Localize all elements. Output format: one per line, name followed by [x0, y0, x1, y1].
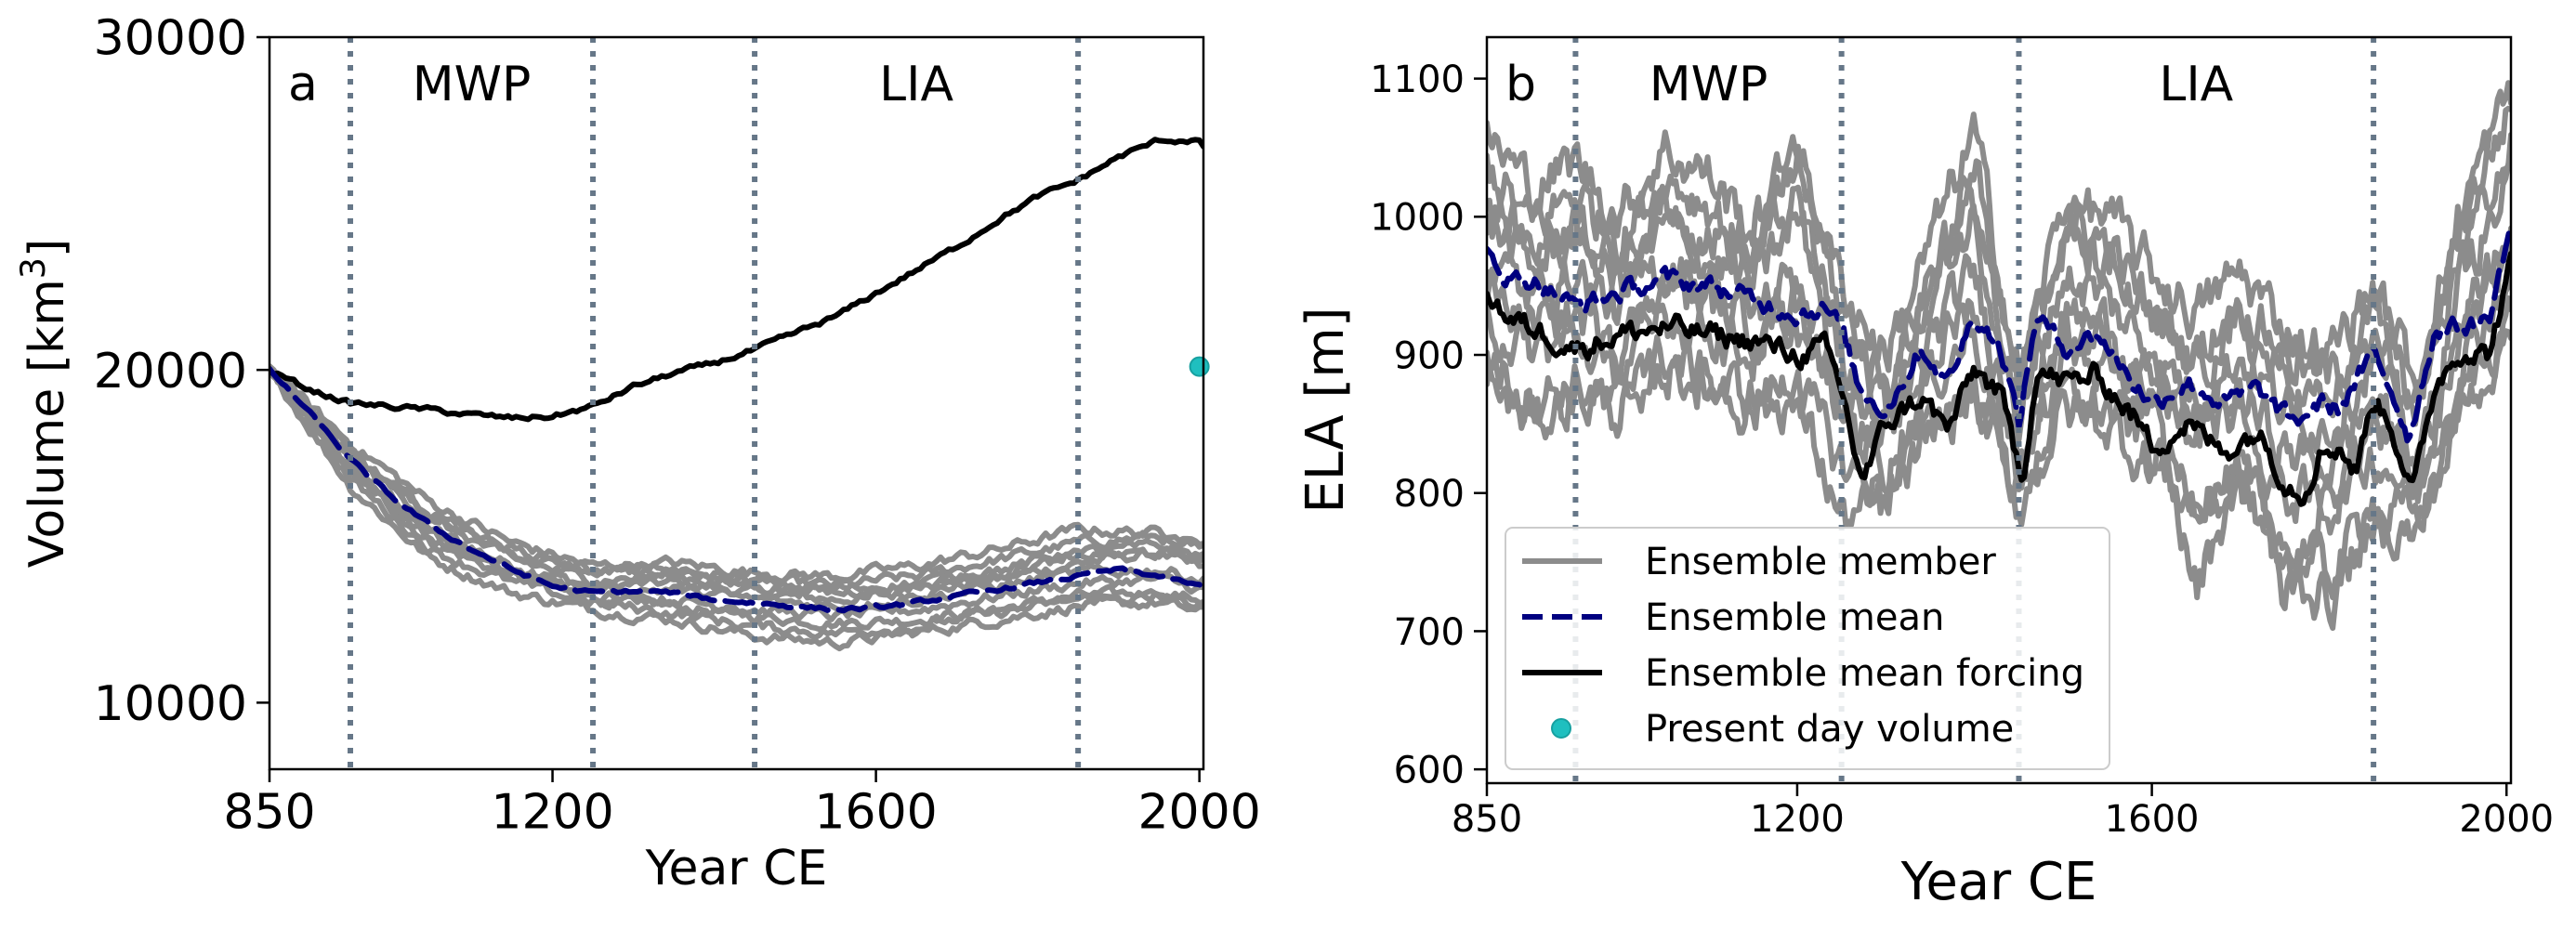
chart-panel-a: 850 1200 1600 2000 10000 20000 30000 a MWP LIA Yea… — [13, 11, 1261, 896]
period-label-mwp: MWP — [413, 57, 532, 112]
x-tick-label: 2000 — [2459, 798, 2554, 841]
x-tick-label: 1200 — [491, 784, 613, 840]
panel-label: b — [1505, 57, 1536, 112]
series-member-10 — [269, 369, 1203, 614]
series-member-7 — [269, 363, 1203, 622]
plot-area — [269, 137, 1203, 652]
plot-area — [1487, 80, 2511, 631]
y-tick-label: 600 — [1394, 750, 1465, 792]
panel-label: a — [288, 57, 318, 112]
x-tick-label: 1600 — [814, 784, 937, 840]
present-day-point — [1189, 356, 1210, 377]
period-label-lia: LIA — [879, 57, 953, 112]
y-tick-label: 700 — [1394, 611, 1465, 654]
series-mean-0 — [1487, 222, 2511, 444]
series-forcing-0 — [269, 137, 1203, 423]
legend-swatch-present-day — [1551, 718, 1571, 739]
series-mean-1 — [269, 365, 1203, 614]
period-label-lia: LIA — [2159, 57, 2233, 112]
series-member-9 — [269, 370, 1203, 641]
series-member-7 — [1487, 328, 2511, 631]
chart-panel-b: 850 1200 1600 2000 600 700 800 900 1000 1100 b MWP L… — [1295, 35, 2554, 912]
y-tick-label: 1000 — [1370, 197, 1465, 240]
x-axis-label: Year CE — [645, 841, 828, 896]
series-member-11 — [269, 368, 1203, 595]
y-tick-label: 30000 — [94, 11, 247, 67]
y-axis-label-main: Volume [km — [20, 279, 75, 568]
y-axis-label-sup: 3 — [13, 257, 53, 279]
y-axis-label-close: ] — [20, 239, 75, 257]
series-member-4 — [269, 365, 1203, 590]
y-tick-label: 1100 — [1370, 59, 1465, 101]
x-tick-label: 1200 — [1750, 798, 1845, 841]
legend-label: Ensemble mean — [1645, 596, 1944, 639]
legend-label: Present day volume — [1645, 708, 2014, 751]
legend-box — [1505, 527, 2110, 770]
x-tick-label: 1600 — [2105, 798, 2200, 841]
y-axis-label: Volume [km3] — [13, 239, 75, 568]
x-axis-label: Year CE — [1900, 852, 2097, 912]
x-tick-label: 850 — [1452, 798, 1522, 841]
y-axis-label-main: ELA [m] — [1295, 307, 1356, 513]
series-member-6 — [1487, 80, 2511, 402]
y-tick-label: 900 — [1394, 334, 1465, 377]
period-label-mwp: MWP — [1649, 57, 1768, 112]
axes-frame — [1485, 35, 2513, 785]
series-member-10 — [1487, 225, 2511, 611]
y-tick-label: 10000 — [94, 676, 247, 732]
y-axis-label: ELA [m] — [1295, 307, 1356, 513]
y-tick-label: 20000 — [94, 344, 247, 399]
series-forcing-1 — [1487, 251, 2511, 507]
axes-frame — [268, 35, 1205, 771]
x-tick-label: 2000 — [1137, 784, 1260, 840]
x-tick-label: 850 — [223, 784, 315, 840]
legend-label: Ensemble mean forcing — [1645, 652, 2084, 695]
y-tick-label: 800 — [1394, 473, 1465, 516]
series-member-6 — [269, 368, 1203, 584]
legend-label: Ensemble member — [1645, 541, 1996, 583]
